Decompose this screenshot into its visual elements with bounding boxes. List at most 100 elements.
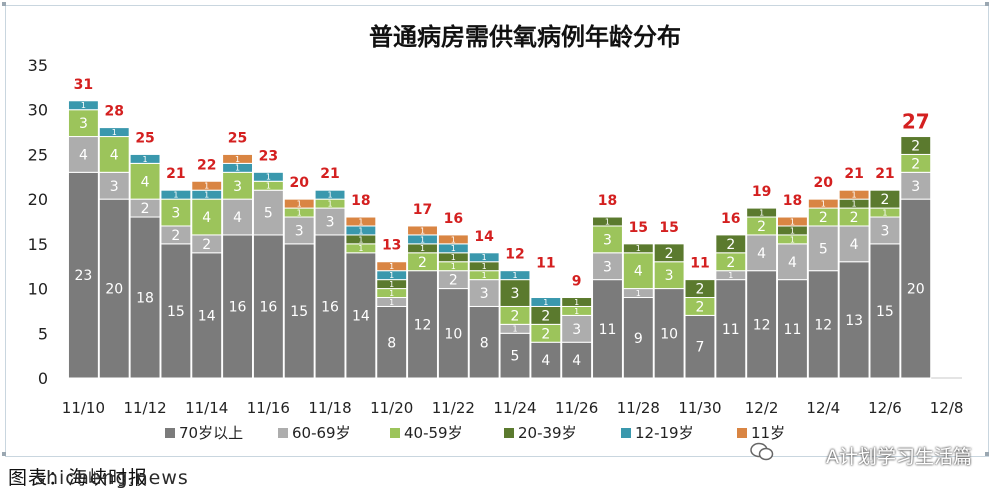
data-label: 1 xyxy=(235,155,240,164)
bar-segment xyxy=(314,207,346,236)
legend-swatch xyxy=(737,428,747,438)
data-label: 23 xyxy=(74,268,92,284)
data-label: 3 xyxy=(603,259,612,275)
data-label: 3 xyxy=(79,116,88,132)
bar-segment xyxy=(252,171,284,182)
data-label: 4 xyxy=(634,264,643,280)
bar-segment xyxy=(900,171,932,200)
bar-segment xyxy=(222,171,254,200)
bar-segment xyxy=(468,279,500,307)
total-label: 13 xyxy=(382,238,401,254)
y-tick-label: 15 xyxy=(28,235,48,254)
data-label: 3 xyxy=(295,223,304,239)
total-label: 23 xyxy=(259,148,278,164)
data-label: 1 xyxy=(81,101,86,110)
total-label: 22 xyxy=(197,157,216,173)
bar-segment xyxy=(98,136,130,173)
bar-segment xyxy=(191,252,223,379)
data-label: 3 xyxy=(480,286,489,302)
bar-segment xyxy=(900,198,932,379)
total-label: 19 xyxy=(752,184,771,200)
data-label: 1 xyxy=(482,262,487,271)
data-label: 11 xyxy=(784,322,802,338)
data-label: 4 xyxy=(541,353,550,369)
legend-swatch xyxy=(278,428,288,438)
bar-segment xyxy=(776,243,808,281)
bar-segment xyxy=(98,198,130,379)
data-label: 2 xyxy=(911,156,920,172)
total-label: 25 xyxy=(228,130,247,146)
data-label: 4 xyxy=(202,210,211,226)
x-tick-label: 12/6 xyxy=(868,399,902,417)
bar-segment xyxy=(592,225,623,254)
data-label: 2 xyxy=(696,299,705,315)
data-label: 5 xyxy=(264,206,273,222)
data-label: 4 xyxy=(79,147,88,163)
y-tick-label: 30 xyxy=(28,101,48,120)
total-label: 18 xyxy=(598,193,617,209)
data-label: 2 xyxy=(171,228,180,244)
data-label: 16 xyxy=(321,299,339,315)
bar-segment xyxy=(67,136,99,173)
bar-segment xyxy=(838,189,870,200)
x-tick-label: 12/2 xyxy=(745,399,779,417)
data-label: 1 xyxy=(512,271,517,280)
bar-segment xyxy=(653,288,685,379)
data-label: 2 xyxy=(141,201,150,217)
bar-segment xyxy=(746,270,778,379)
data-label: 4 xyxy=(757,246,766,262)
data-label: 1 xyxy=(297,208,302,217)
resize-handle[interactable] xyxy=(2,2,6,6)
data-label: 1 xyxy=(389,262,394,271)
resize-handle[interactable] xyxy=(985,452,989,456)
bar-segment xyxy=(160,198,192,227)
bar-segment xyxy=(746,234,778,272)
legend-swatch xyxy=(165,428,175,438)
data-label: 5 xyxy=(511,349,520,365)
data-label: 11 xyxy=(722,322,740,338)
total-label: 25 xyxy=(135,130,154,146)
y-tick-label: 20 xyxy=(28,190,48,209)
bar-segment xyxy=(283,198,315,209)
bar-segment xyxy=(592,279,623,379)
bar-segment xyxy=(67,171,99,379)
legend-label: 40-59岁 xyxy=(404,424,463,442)
data-label: 20 xyxy=(907,282,925,298)
y-tick-label: 35 xyxy=(28,56,48,75)
total-label: 14 xyxy=(474,229,494,245)
data-label: 1 xyxy=(451,262,456,271)
data-label: 12 xyxy=(814,317,832,333)
data-label: 3 xyxy=(603,232,612,248)
data-label: 9 xyxy=(634,331,643,347)
data-label: 1 xyxy=(327,199,332,208)
data-label: 10 xyxy=(660,326,678,342)
data-label: 1 xyxy=(204,182,209,191)
data-label: 15 xyxy=(290,304,308,320)
y-tick-label: 10 xyxy=(28,280,48,299)
data-label: 2 xyxy=(541,308,550,324)
data-label: 1 xyxy=(235,164,240,173)
resize-handle[interactable] xyxy=(985,2,989,6)
resize-handle[interactable] xyxy=(2,452,6,456)
bar-segment xyxy=(67,109,99,138)
bar-segment xyxy=(252,234,284,379)
data-label: 1 xyxy=(420,226,425,235)
total-label: 18 xyxy=(783,193,802,209)
bar-segment xyxy=(67,100,99,111)
total-label: 11 xyxy=(690,256,709,272)
data-label: 1 xyxy=(512,325,517,334)
total-label: 31 xyxy=(74,77,93,93)
x-tick-label: 11/26 xyxy=(555,399,598,417)
bar-segment xyxy=(283,216,315,245)
data-label: 8 xyxy=(480,335,489,351)
total-label: 11 xyxy=(536,256,555,272)
data-label: 1 xyxy=(790,217,795,226)
data-label: 1 xyxy=(327,191,332,200)
total-label: 12 xyxy=(505,247,524,263)
data-label: 1 xyxy=(143,155,148,164)
legend-swatch xyxy=(390,428,400,438)
data-label: 1 xyxy=(852,191,857,200)
total-label: 9 xyxy=(572,274,582,290)
bar-segment xyxy=(407,225,438,236)
data-label: 4 xyxy=(788,255,797,271)
